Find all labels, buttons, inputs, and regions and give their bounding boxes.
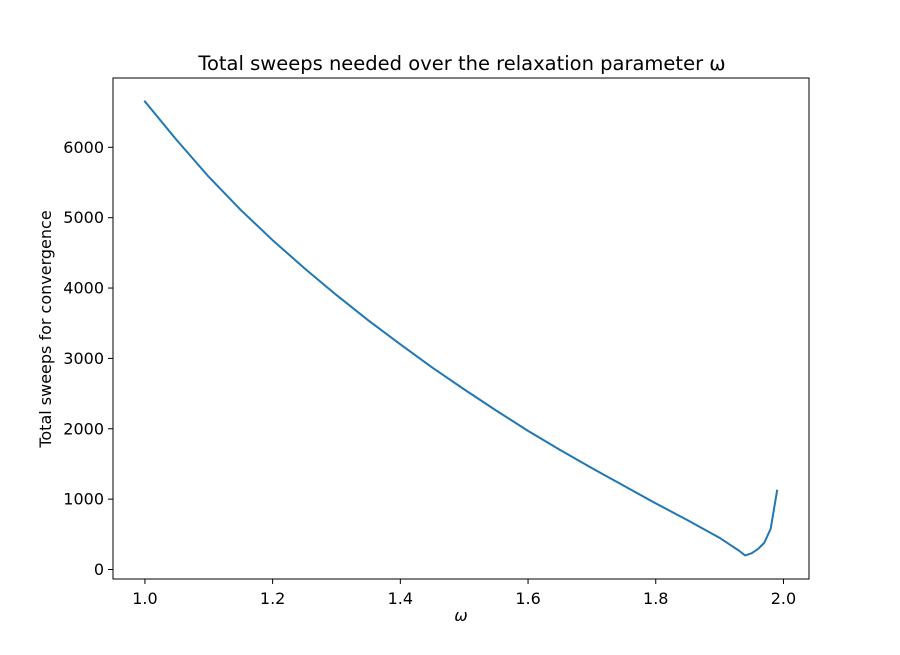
series-line (143, 100, 779, 557)
x-tick-label: 1.0 (132, 589, 157, 608)
y-tick-label: 0 (94, 560, 104, 579)
x-tick-label: 1.4 (388, 589, 413, 608)
y-tick-label: 5000 (63, 208, 104, 227)
x-tick-label: 2.0 (771, 589, 796, 608)
y-tick-label: 4000 (63, 279, 104, 298)
x-tick-label: 1.2 (260, 589, 285, 608)
y-axis-label: Total sweeps for convergence (36, 210, 55, 448)
chart-title: Total sweeps needed over the relaxation … (197, 52, 725, 75)
x-tick-label: 1.8 (643, 589, 668, 608)
x-axis-label: ω (454, 606, 467, 625)
y-tick-label: 2000 (63, 419, 104, 438)
y-tick-label: 3000 (63, 349, 104, 368)
y-tick-label: 6000 (63, 138, 104, 157)
x-tick-label: 1.6 (515, 589, 540, 608)
plot-frame (112, 77, 810, 580)
y-tick-label: 1000 (63, 490, 104, 509)
